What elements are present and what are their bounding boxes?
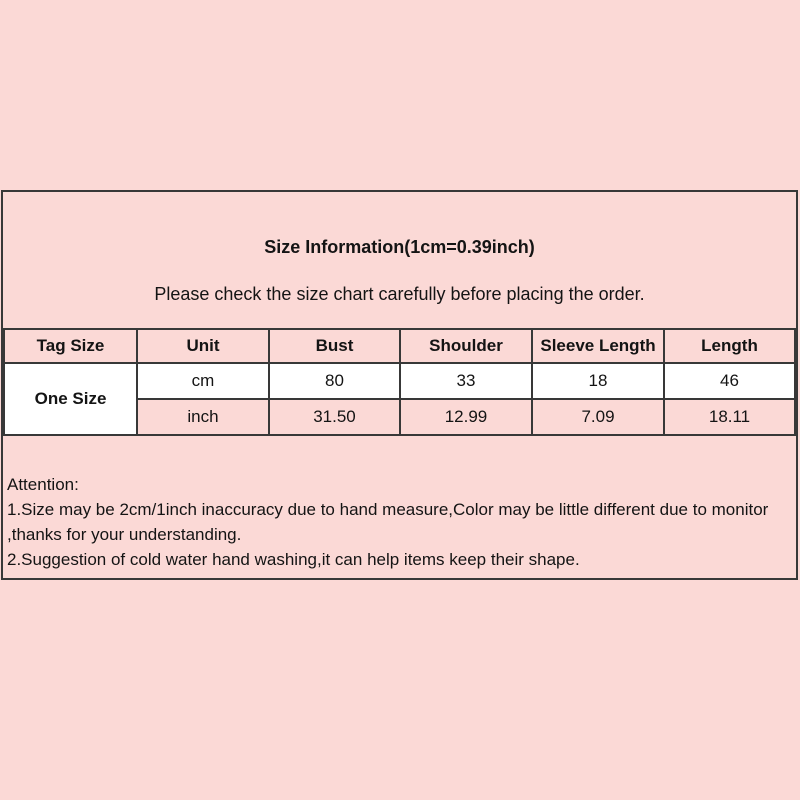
size-table-row-inch: inch 31.50 12.99 7.09 18.11	[4, 398, 796, 436]
shoulder-inch-value: 12.99	[399, 398, 533, 436]
header-shoulder: Shoulder	[399, 328, 533, 364]
tag-size-cell: One Size	[3, 362, 138, 436]
header-length: Length	[663, 328, 796, 364]
length-inch-value: 18.11	[663, 398, 796, 436]
attention-section: Attention: 1.Size may be 2cm/1inch inacc…	[3, 472, 796, 572]
size-information-box: Size Information(1cm=0.39inch) Please ch…	[1, 190, 798, 580]
header-sleeve-length: Sleeve Length	[531, 328, 665, 364]
unit-inch-cell: inch	[136, 398, 270, 436]
sleeve-cm-value: 18	[531, 362, 665, 400]
attention-note-2: 2.Suggestion of cold water hand washing,…	[7, 550, 580, 569]
size-table-row-cm: One Size cm 80 33 18 46	[3, 362, 796, 436]
size-information-title: Size Information(1cm=0.39inch)	[264, 237, 535, 257]
sleeve-inch-value: 7.09	[531, 398, 665, 436]
attention-heading: Attention:	[7, 475, 79, 494]
size-table: Tag Size Unit Bust Shoulder Sleeve Lengt…	[3, 328, 796, 436]
shoulder-cm-value: 33	[399, 362, 533, 400]
unit-cm-cell: cm	[136, 362, 270, 400]
size-information-subtitle: Please check the size chart carefully be…	[154, 284, 645, 304]
size-table-header-row: Tag Size Unit Bust Shoulder Sleeve Lengt…	[3, 328, 796, 364]
header-bust: Bust	[268, 328, 401, 364]
attention-note-1: 1.Size may be 2cm/1inch inaccuracy due t…	[7, 500, 769, 544]
header-unit: Unit	[136, 328, 270, 364]
bust-inch-value: 31.50	[268, 398, 401, 436]
header-tag-size: Tag Size	[3, 328, 138, 364]
bust-cm-value: 80	[268, 362, 401, 400]
length-cm-value: 46	[663, 362, 796, 400]
